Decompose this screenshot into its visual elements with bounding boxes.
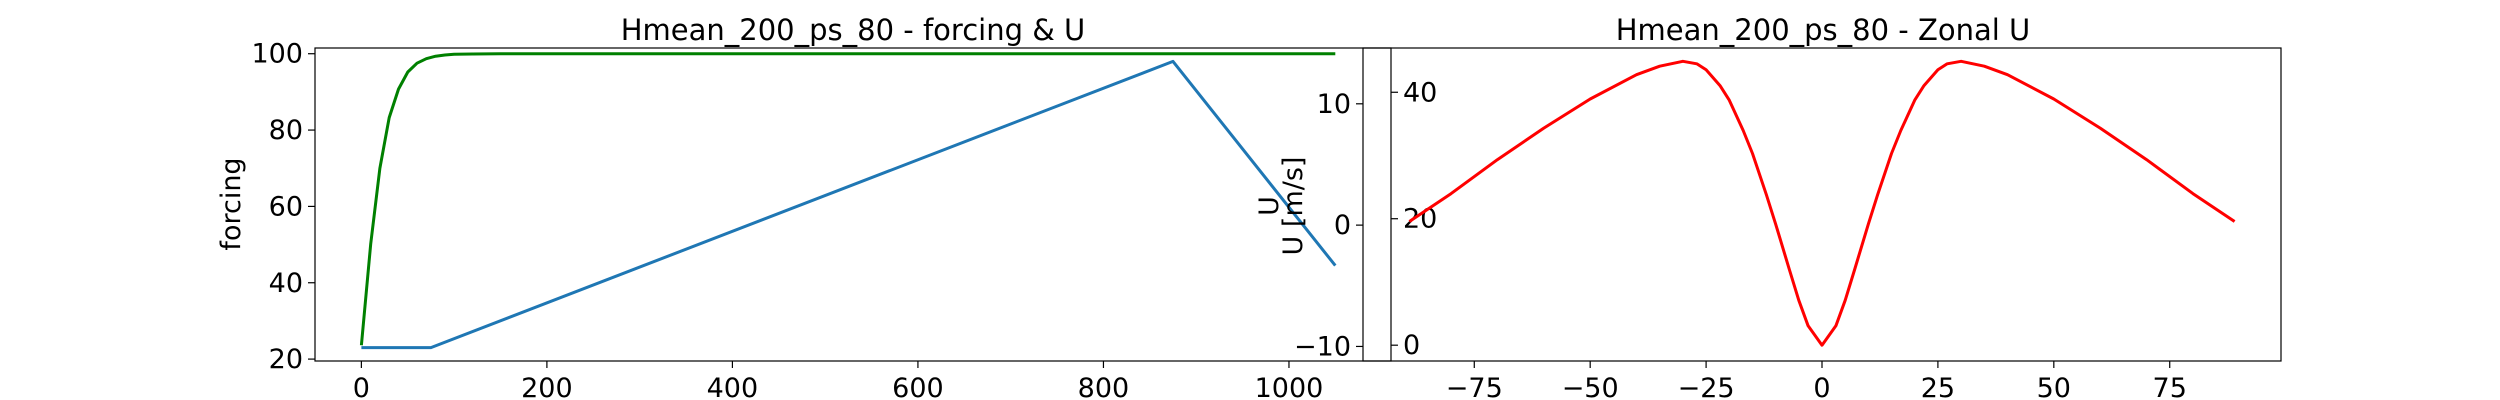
x-tick-label: 25	[1921, 373, 1955, 400]
y-tick-label: 0	[1334, 210, 1351, 241]
x-axis-ticks: 0 200 400 600 800 1000	[353, 361, 1324, 400]
x-tick-label: 50	[2037, 373, 2071, 400]
y-right-tick-label: 40	[1403, 77, 1437, 108]
y-tick-label: 10	[1317, 89, 1351, 120]
chart-title-forcing-and-u: Hmean_200_ps_80 - forcing & U	[621, 13, 1086, 47]
x-tick-label: 0	[1813, 373, 1830, 400]
y-tick-label: 40	[269, 268, 303, 299]
y-right-tick-label: 0	[1403, 330, 1420, 361]
forcing-and-u-subplot: Hmean_200_ps_80 - forcing & U forcing U …	[216, 13, 1437, 400]
x-tick-label: −75	[1446, 373, 1503, 400]
zonal-u-subplot: Hmean_200_ps_80 - Zonal U U [m/s] −75 −50…	[1278, 13, 2282, 400]
y-tick-label: −10	[1294, 331, 1351, 362]
y-tick-label: 20	[269, 344, 303, 375]
y-axis-ticks-right: 0 20 40	[1391, 77, 1437, 361]
x-tick-label: −25	[1678, 373, 1735, 400]
x-tick-label: 75	[2153, 373, 2187, 400]
plot-lines	[359, 52, 1337, 350]
plot-frame	[314, 47, 1392, 362]
y-axis-label-u-ms: U [m/s]	[1278, 157, 1309, 256]
y-right-tick-label: 20	[1403, 204, 1437, 235]
x-tick-label: 0	[353, 373, 370, 400]
plot-frame	[1362, 47, 2282, 362]
series-line-0	[1408, 59, 2236, 347]
y-axis-label-forcing: forcing	[216, 157, 247, 250]
plot-lines	[1408, 59, 2236, 347]
x-tick-label: 1000	[1255, 373, 1324, 400]
x-tick-label: −50	[1562, 373, 1619, 400]
x-tick-label: 200	[521, 373, 573, 400]
x-axis-ticks: −75 −50 −25 0 25 50 75	[1446, 361, 2187, 400]
x-tick-label: 600	[892, 373, 944, 400]
x-tick-label: 400	[707, 373, 759, 400]
y-tick-label: 60	[269, 191, 303, 222]
y-axis-label-u-right: U	[1254, 196, 1285, 216]
y-tick-label: 100	[251, 39, 303, 70]
series-line-1	[359, 52, 1336, 346]
y-axis-ticks-left: 20 40 60 80 100	[251, 39, 315, 375]
series-line-0	[361, 59, 1337, 350]
x-tick-label: 800	[1078, 373, 1130, 400]
y-tick-label: 80	[269, 115, 303, 146]
y-axis-ticks: −10 0 10	[1294, 89, 1363, 362]
chart-title-zonal-u: Hmean_200_ps_80 - Zonal U	[1616, 13, 2030, 47]
